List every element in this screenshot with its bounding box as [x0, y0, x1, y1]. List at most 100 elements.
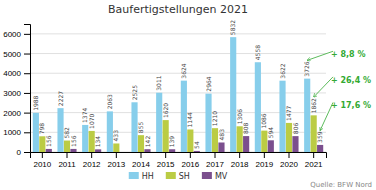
- x-tick-label: 2017: [206, 160, 224, 169]
- x-tick-mark: [313, 152, 314, 158]
- data-label: 3624: [180, 63, 187, 78]
- data-label: 2964: [205, 76, 212, 91]
- legend-swatch: [166, 172, 176, 179]
- x-tick-mark: [91, 152, 92, 158]
- data-label: 808: [242, 122, 249, 134]
- x-tick: 2013: [107, 152, 125, 169]
- legend-item: SH: [166, 172, 190, 181]
- x-tick-label: 2010: [33, 160, 51, 169]
- bar: [243, 136, 249, 152]
- bar: [230, 37, 236, 152]
- data-label: 142: [144, 136, 151, 148]
- data-label: 2227: [57, 91, 64, 106]
- bar: [317, 145, 323, 152]
- x-tick-mark: [141, 152, 142, 158]
- bar-series: [33, 37, 310, 152]
- bar: [156, 93, 162, 152]
- x-tick-label: 2019: [255, 160, 273, 169]
- x-tick-mark: [215, 152, 216, 158]
- y-axis-line: [24, 25, 31, 153]
- annotation: + 17,6 %: [331, 101, 371, 110]
- x-tick-mark: [239, 152, 240, 158]
- x-tick-label: 2012: [83, 160, 101, 169]
- annotation-arrow: [307, 51, 333, 60]
- x-tick-label: 2013: [107, 160, 125, 169]
- data-label: 806: [292, 122, 299, 134]
- y-tick: 4000: [3, 69, 30, 78]
- data-label: 3011: [155, 75, 162, 90]
- legend-swatch: [202, 172, 212, 179]
- y-tick-mark: [24, 152, 30, 153]
- x-tick-label: 2016: [181, 160, 199, 169]
- x-tick: 2018: [231, 152, 249, 169]
- data-label: 5832: [229, 20, 236, 35]
- data-label: 798: [38, 123, 45, 135]
- y-tick-mark: [24, 132, 30, 133]
- data-label: 483: [218, 129, 225, 141]
- x-tick-mark: [165, 152, 166, 158]
- y-tick: 6000: [3, 30, 30, 39]
- y-tick-label: 1000: [3, 128, 21, 137]
- grid: [30, 34, 326, 152]
- data-label: 1070: [88, 113, 95, 128]
- legend-item: HH: [129, 172, 154, 181]
- x-tick: 2014: [132, 152, 150, 169]
- bar: [218, 142, 224, 152]
- data-label: 1210: [211, 111, 218, 126]
- data-label: 2063: [106, 94, 113, 109]
- bar: [70, 149, 76, 152]
- y-tick-mark: [24, 54, 30, 55]
- y-tick-mark: [24, 93, 30, 94]
- y-tick: 1000: [3, 128, 30, 137]
- data-labels: 1988222713742063252530113624296458324558…: [32, 20, 323, 149]
- y-axis: 0100020003000400050006000: [3, 25, 30, 158]
- x-tick: 2019: [255, 152, 273, 169]
- data-label: 156: [45, 135, 52, 147]
- bar: [292, 136, 298, 152]
- bar: [169, 149, 175, 152]
- x-tick: 2010: [33, 152, 51, 169]
- bar-series: [46, 136, 323, 152]
- y-tick-mark: [24, 113, 30, 114]
- y-tick-mark: [24, 73, 30, 74]
- x-tick-mark: [116, 152, 117, 158]
- bar: [255, 62, 261, 152]
- data-label: 3622: [279, 63, 286, 78]
- x-tick: 2020: [280, 152, 298, 169]
- y-tick-label: 0: [17, 148, 22, 157]
- bar: [113, 143, 119, 152]
- data-label: 359: [316, 131, 323, 143]
- bar: [144, 149, 150, 152]
- y-tick-label: 2000: [3, 109, 21, 118]
- data-label: 1086: [260, 113, 267, 128]
- annotation-arrow: [320, 102, 333, 130]
- x-tick: 2012: [83, 152, 101, 169]
- data-label: 594: [267, 127, 274, 139]
- title: Baufertigstellungen 2021: [108, 3, 248, 16]
- legend-swatch: [129, 172, 139, 179]
- x-tick-label: 2014: [132, 160, 150, 169]
- data-label: 855: [137, 122, 144, 134]
- bar: [120, 152, 126, 153]
- data-label: 156: [70, 135, 77, 147]
- annotations: + 8,8 % + 26,4 % + 17,6 %: [307, 50, 371, 130]
- y-tick: 0: [17, 148, 30, 157]
- data-label: 2525: [131, 85, 138, 100]
- x-tick: 2017: [206, 152, 224, 169]
- plot-area: 0100020003000400050006000201020112012201…: [3, 20, 371, 169]
- annotation: + 8,8 %: [331, 50, 365, 59]
- legend: HHSHMV: [129, 172, 228, 181]
- data-label: 1862: [310, 98, 317, 113]
- data-label: 3726: [303, 61, 310, 76]
- x-axis: 2010201120122013201420152016201720182019…: [31, 152, 327, 169]
- annotation-arrow: [314, 77, 333, 97]
- x-axis-line: [31, 153, 327, 159]
- grid-line: [30, 53, 326, 54]
- y-tick-label: 6000: [3, 30, 21, 39]
- annotation: + 26,4 %: [331, 76, 371, 85]
- grid-line: [30, 33, 326, 34]
- data-label: 54: [193, 141, 200, 149]
- x-tick-mark: [67, 152, 68, 158]
- legend-label: SH: [179, 172, 190, 181]
- x-tick-mark: [190, 152, 191, 158]
